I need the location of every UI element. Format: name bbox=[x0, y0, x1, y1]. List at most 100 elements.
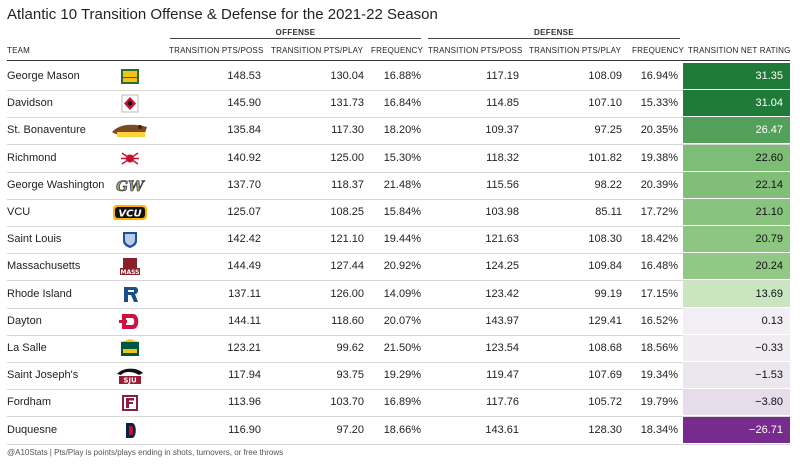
col-header-off-pts-poss: TRANSITION PTS/POSS bbox=[169, 46, 264, 55]
massachusetts-logo: MASS bbox=[120, 258, 140, 276]
defense-frequency-cell: 16.94% bbox=[640, 70, 678, 82]
table-row: Rhode Island 137.11 126.00 14.09% 123.42 99.1… bbox=[7, 280, 790, 309]
col-header-off-pts-play: TRANSITION PTS/PLAY bbox=[271, 46, 364, 55]
net-rating-value: 31.04 bbox=[755, 97, 783, 110]
net-rating-cell: 26.47 bbox=[683, 117, 790, 144]
team-name-cell: Davidson bbox=[7, 97, 53, 110]
vcu-logo: VCU bbox=[113, 205, 147, 220]
defense-transition-pts-poss-cell: 123.54 bbox=[485, 342, 519, 354]
offense-group-header: OFFENSE bbox=[275, 28, 316, 37]
table-row: La Salle 123.21 99.62 21.50% 123.54 108.68 18.… bbox=[7, 335, 790, 363]
team-name-cell: Saint Louis bbox=[7, 233, 62, 246]
footnote: @A10Stats | Pts/Play is points/plays end… bbox=[7, 448, 284, 457]
defense-transition-pts-poss-cell: 115.56 bbox=[486, 178, 519, 191]
table-row: Davidson 145.90 131.73 16.84% 114.85 107.10 15… bbox=[7, 90, 790, 119]
offense-frequency-cell: 18.66% bbox=[383, 423, 421, 436]
net-rating-value: −0.33 bbox=[755, 342, 783, 354]
defense-transition-pts-poss-cell: 143.97 bbox=[485, 314, 519, 327]
net-rating-value: 13.69 bbox=[755, 287, 783, 300]
defense-transition-pts-poss-cell: 109.37 bbox=[485, 124, 519, 137]
saint-louis-logo bbox=[123, 232, 137, 249]
offense-frequency-cell: 20.92% bbox=[383, 260, 421, 273]
offense-transition-pts-poss-cell: 140.92 bbox=[227, 151, 261, 164]
offense-transition-pts-poss-cell: 137.70 bbox=[227, 178, 261, 191]
offense-transition-pts-play-cell: 131.73 bbox=[330, 97, 364, 110]
chart-title: Atlantic 10 Transition Offense & Defense… bbox=[7, 6, 438, 23]
svg-text:VCU: VCU bbox=[118, 209, 141, 220]
defense-transition-pts-play-cell: 98.22 bbox=[594, 178, 622, 191]
table-row: Massachusetts MASS 144.49 127.44 20.92% 124.2… bbox=[7, 253, 790, 282]
defense-transition-pts-play-cell: 105.72 bbox=[588, 396, 622, 409]
net-rating-value: 22.14 bbox=[755, 178, 783, 191]
offense-transition-pts-poss-cell: 113.96 bbox=[228, 396, 261, 409]
svg-text:GW: GW bbox=[116, 179, 145, 195]
davidson-logo bbox=[121, 94, 139, 113]
offense-transition-pts-poss-cell: 123.21 bbox=[227, 342, 261, 354]
net-rating-value: −26.71 bbox=[749, 423, 783, 436]
team-name-cell: St. Bonaventure bbox=[7, 124, 86, 137]
col-header-net-rating: TRANSITION NET RATING bbox=[688, 46, 791, 55]
defense-transition-pts-poss-cell: 118.32 bbox=[486, 151, 519, 164]
net-rating-cell: −26.71 bbox=[683, 416, 790, 443]
offense-transition-pts-play-cell: 118.37 bbox=[331, 178, 364, 191]
net-rating-cell: −1.53 bbox=[683, 362, 790, 389]
defense-frequency-cell: 18.42% bbox=[640, 233, 678, 246]
defense-frequency-cell: 20.39% bbox=[640, 178, 678, 191]
defense-transition-pts-play-cell: 108.68 bbox=[588, 342, 622, 354]
la-salle-logo bbox=[121, 339, 139, 356]
table-row: VCU VCU 125.07 108.25 15.84% 103.98 85.11 17.72… bbox=[7, 199, 790, 227]
defense-transition-pts-poss-cell: 103.98 bbox=[485, 206, 519, 218]
offense-transition-pts-poss-cell: 135.84 bbox=[227, 124, 261, 137]
offense-transition-pts-play-cell: 121.10 bbox=[330, 233, 364, 246]
table-row: St. Bonaventure 135.84 117.30 18.20% 109.37 9… bbox=[7, 117, 790, 146]
st-bonaventure-logo bbox=[112, 125, 147, 138]
offense-transition-pts-poss-cell: 116.90 bbox=[228, 423, 261, 436]
team-name-cell: Saint Joseph's bbox=[7, 369, 79, 382]
defense-transition-pts-poss-cell: 117.19 bbox=[486, 70, 519, 82]
table-row: Fordham 113.96 103.70 16.89% 117.76 105.72 19.… bbox=[7, 389, 790, 418]
offense-frequency-cell: 21.48% bbox=[383, 178, 421, 191]
net-rating-value: −1.53 bbox=[755, 369, 783, 382]
team-name-cell: Massachusetts bbox=[7, 260, 81, 273]
defense-transition-pts-play-cell: 85.11 bbox=[595, 206, 622, 218]
team-name-cell: George Mason bbox=[7, 70, 80, 82]
saint-josephs-logo: SJU bbox=[117, 368, 143, 385]
defense-transition-pts-poss-cell: 123.42 bbox=[485, 287, 519, 300]
defense-frequency-cell: 20.35% bbox=[640, 124, 678, 137]
defense-frequency-cell: 17.15% bbox=[640, 287, 678, 300]
table-row: Saint Louis 142.42 121.10 19.44% 121.63 108.3… bbox=[7, 226, 790, 255]
table-row: Richmond 140.92 125.00 15.30% 118.32 101.82 19… bbox=[7, 144, 790, 173]
dayton-logo bbox=[119, 313, 139, 329]
offense-transition-pts-play-cell: 118.60 bbox=[331, 314, 364, 327]
net-rating-cell: −3.80 bbox=[683, 389, 790, 416]
defense-frequency-cell: 18.56% bbox=[640, 342, 678, 354]
duquesne-logo bbox=[126, 422, 136, 438]
net-rating-cell: −0.33 bbox=[683, 335, 790, 361]
team-name-cell: Rhode Island bbox=[7, 287, 72, 300]
svg-text:SJU: SJU bbox=[123, 377, 137, 385]
net-rating-cell: 21.10 bbox=[683, 199, 790, 225]
offense-transition-pts-play-cell: 117.30 bbox=[331, 124, 364, 137]
rhode-island-logo bbox=[124, 286, 138, 302]
table-row: George Washington GW 137.70 118.37 21.48% 115… bbox=[7, 171, 790, 200]
defense-transition-pts-play-cell: 108.30 bbox=[588, 233, 622, 246]
defense-frequency-cell: 19.79% bbox=[640, 396, 678, 409]
net-rating-cell: 13.69 bbox=[683, 280, 790, 307]
defense-transition-pts-play-cell: 129.41 bbox=[588, 314, 622, 327]
net-rating-cell: 20.79 bbox=[683, 226, 790, 253]
offense-frequency-cell: 21.50% bbox=[383, 342, 421, 354]
header-rule bbox=[7, 60, 790, 61]
offense-transition-pts-play-cell: 97.20 bbox=[336, 423, 364, 436]
defense-transition-pts-poss-cell: 119.47 bbox=[486, 369, 519, 382]
offense-frequency-cell: 19.44% bbox=[383, 233, 421, 246]
net-rating-value: 22.60 bbox=[755, 151, 783, 164]
offense-transition-pts-play-cell: 126.00 bbox=[330, 287, 364, 300]
table-row: Saint Joseph's SJU 117.94 93.75 19.29% 119.47… bbox=[7, 362, 790, 391]
defense-frequency-cell: 15.33% bbox=[640, 97, 678, 110]
defense-transition-pts-play-cell: 108.09 bbox=[588, 70, 622, 82]
net-rating-value: 20.24 bbox=[755, 260, 783, 273]
team-name-cell: La Salle bbox=[7, 342, 47, 354]
net-rating-value: 21.10 bbox=[755, 206, 783, 218]
defense-transition-pts-play-cell: 109.84 bbox=[588, 260, 622, 273]
net-rating-cell: 31.35 bbox=[683, 63, 790, 89]
